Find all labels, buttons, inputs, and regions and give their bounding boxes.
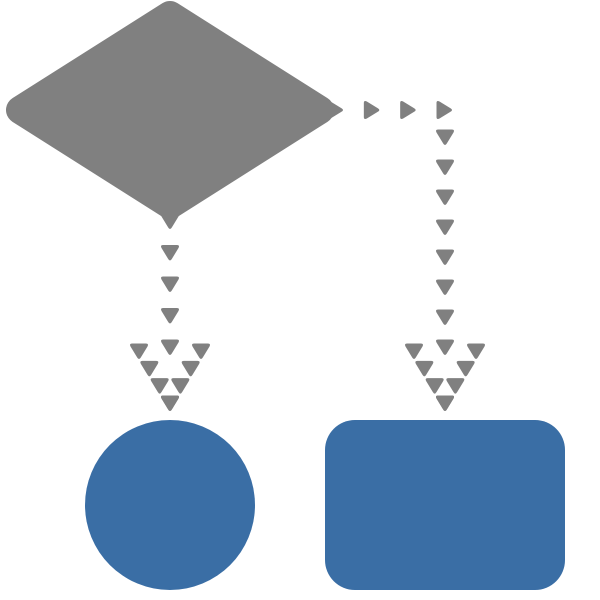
- process-rect: [325, 420, 565, 590]
- connector-dot-icon: [161, 340, 179, 356]
- terminal-circle: [85, 420, 255, 590]
- connector-dot-icon: [436, 310, 454, 326]
- connector-dot-icon: [436, 340, 454, 356]
- connector-dot-icon: [436, 160, 454, 176]
- connector-dot-icon: [328, 101, 344, 119]
- connector-dot-icon: [436, 130, 454, 146]
- connector-dot-icon: [400, 101, 416, 119]
- connector-dot-icon: [161, 308, 179, 324]
- connector-dot-icon: [436, 250, 454, 266]
- decision-diamond: [20, 15, 320, 205]
- connector-dot-icon: [161, 277, 179, 293]
- flowchart-canvas: [0, 0, 600, 600]
- connector-dot-icon: [436, 280, 454, 296]
- connector-dot-icon: [436, 190, 454, 206]
- connector-dot-icon: [436, 220, 454, 236]
- connector-dot-icon: [161, 245, 179, 261]
- connector-dot-icon: [364, 101, 380, 119]
- connector-dot-icon: [161, 214, 179, 230]
- connector-dot-icon: [437, 101, 453, 119]
